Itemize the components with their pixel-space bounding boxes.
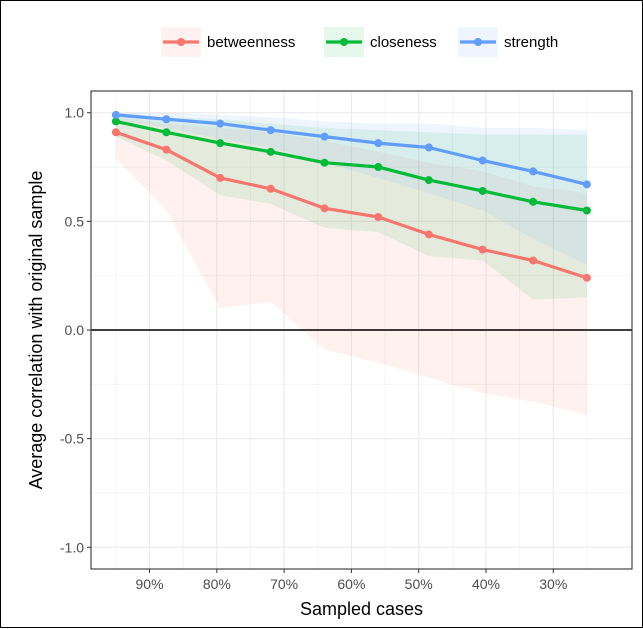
point-strength [320, 132, 329, 141]
confidence-bands [115, 112, 587, 415]
line-closeness [115, 119, 588, 213]
y-tick-label: 0.0 [65, 322, 85, 338]
point-betweenness [478, 245, 487, 254]
x-tick-label: 70% [270, 576, 298, 592]
band-betweenness [115, 117, 587, 415]
point-strength [111, 110, 120, 119]
point-strength [266, 126, 275, 135]
legend-label-betweenness: betweenness [207, 34, 295, 51]
line-strength [115, 113, 588, 186]
y-tick-label: -0.5 [60, 431, 84, 447]
x-tick-label: 50% [405, 576, 433, 592]
point-strength [162, 115, 171, 124]
point-strength [216, 119, 225, 128]
point-strength [582, 180, 591, 189]
point-betweenness [162, 145, 171, 154]
legend-key-point-betweenness [177, 38, 185, 46]
legend: betweenness closeness strength [161, 27, 558, 57]
x-tick-label: 60% [337, 576, 365, 592]
x-tick-label: 80% [203, 576, 231, 592]
point-betweenness [374, 213, 383, 222]
legend-label-closeness: closeness [370, 34, 437, 51]
legend-key-point-strength [474, 38, 482, 46]
y-tick-label: 1.0 [65, 105, 85, 121]
point-betweenness [424, 230, 433, 239]
y-axis-ticks: 1.0 0.5 0.0 -0.5 -1.0 [60, 105, 91, 555]
x-axis-title: Sampled cases [300, 599, 423, 619]
y-tick-label: -1.0 [60, 539, 84, 555]
point-closeness [478, 186, 487, 195]
x-tick-label: 90% [136, 576, 164, 592]
point-closeness [111, 117, 120, 126]
point-betweenness [266, 184, 275, 193]
point-closeness [529, 197, 538, 206]
point-betweenness [111, 128, 120, 137]
line-betweenness [115, 130, 588, 280]
series-points [111, 110, 591, 282]
point-betweenness [529, 256, 538, 265]
y-tick-label: 0.5 [65, 213, 85, 229]
point-closeness [424, 176, 433, 185]
band-strength [115, 112, 587, 265]
point-strength [529, 167, 538, 176]
legend-label-strength: strength [504, 34, 558, 51]
x-axis-ticks: 90% 80% 70% 60% 50% 40% 30% [136, 569, 567, 592]
legend-key-point-closeness [340, 38, 348, 46]
point-strength [424, 143, 433, 152]
point-strength [478, 156, 487, 165]
point-betweenness [320, 204, 329, 213]
y-axis-title: Average correlation with original sample [26, 171, 46, 490]
point-closeness [216, 139, 225, 148]
point-closeness [320, 158, 329, 167]
series-lines [115, 113, 588, 280]
point-betweenness [216, 173, 225, 182]
point-betweenness [582, 273, 591, 282]
x-tick-label: 40% [472, 576, 500, 592]
point-closeness [162, 128, 171, 137]
point-closeness [582, 206, 591, 215]
band-closeness [115, 112, 587, 300]
point-closeness [374, 163, 383, 172]
point-closeness [266, 147, 275, 156]
x-tick-label: 30% [539, 576, 567, 592]
point-strength [374, 139, 383, 148]
